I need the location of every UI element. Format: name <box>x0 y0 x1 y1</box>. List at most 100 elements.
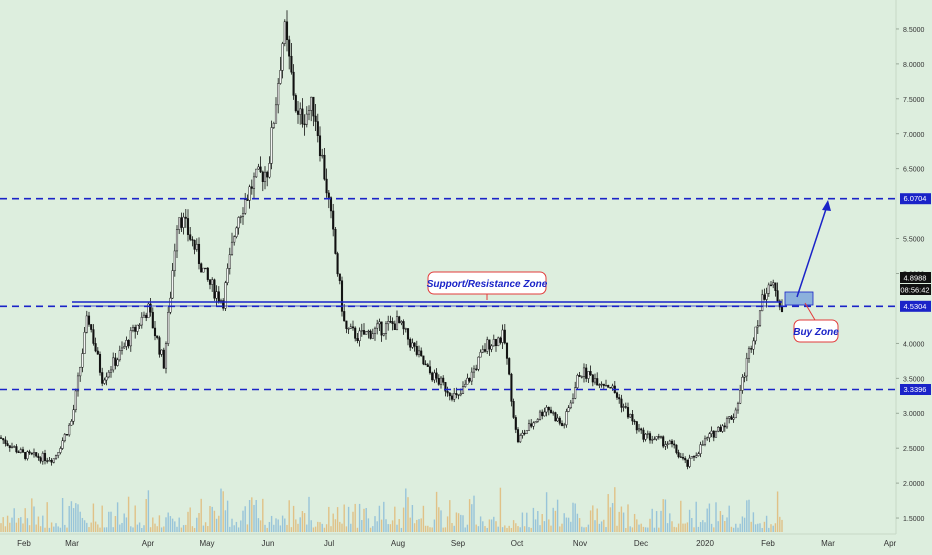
volume-bar <box>420 518 422 532</box>
candle-body <box>492 339 495 347</box>
candle-body <box>316 121 319 137</box>
volume-bar <box>310 520 312 532</box>
volume-bar <box>724 521 726 532</box>
volume-bar <box>726 517 728 532</box>
volume-bar <box>77 504 79 532</box>
volume-bar <box>750 521 752 532</box>
volume-bar <box>677 523 680 532</box>
volume-bar <box>176 526 178 532</box>
candle-body <box>356 338 359 341</box>
candle-body <box>554 412 557 422</box>
candle-body <box>332 210 335 230</box>
candle-body <box>637 428 641 431</box>
level-price-label: 6.0704 <box>904 194 927 203</box>
volume-bar <box>372 526 374 532</box>
volume-bar <box>609 507 612 532</box>
candle-body <box>446 390 449 394</box>
candle-body <box>149 303 152 313</box>
volume-bar <box>493 516 495 532</box>
volume-bar <box>587 524 590 532</box>
candle-body <box>622 406 625 408</box>
volume-bar <box>48 527 51 532</box>
price-axis-level-tags: 6.0704 4.5304 3.3396 <box>900 193 931 395</box>
candle-body <box>26 451 29 459</box>
time-axis[interactable]: Feb Mar Apr May Jun Jul Aug Sep Oct Nov Dec 2020 Feb… <box>0 533 897 548</box>
candle-body <box>497 337 500 347</box>
volume-bar <box>730 526 733 532</box>
price-axis[interactable]: 8.50008.00007.50007.00006.50005.50005.00… <box>895 0 932 534</box>
candle-body <box>215 291 218 299</box>
candle-body <box>41 453 44 462</box>
candle-body <box>765 293 768 300</box>
candle-body <box>472 368 476 373</box>
projection-arrow-line[interactable] <box>796 205 828 298</box>
candle-body <box>230 241 234 255</box>
candle-body <box>79 367 82 377</box>
drawings[interactable] <box>72 200 831 321</box>
candle-body <box>508 358 511 375</box>
volume-bar <box>473 495 475 532</box>
volume-bar <box>620 506 623 532</box>
volume-bar <box>332 513 334 532</box>
candle-body <box>609 387 612 389</box>
candle-body <box>321 154 324 157</box>
candle-body <box>767 284 770 294</box>
candle-body <box>292 71 295 96</box>
volume-bar <box>457 513 460 532</box>
volume-bar <box>482 521 484 532</box>
candle-body <box>329 197 333 212</box>
candle-body <box>409 338 412 348</box>
volume-bar <box>57 526 59 532</box>
volume-bar <box>354 503 356 532</box>
candle-body <box>303 123 306 126</box>
volume-bar <box>358 503 361 532</box>
volume-bar <box>233 525 235 532</box>
candle-body <box>701 444 704 446</box>
candle-body <box>134 327 137 332</box>
candle-body <box>285 21 289 41</box>
candle-body <box>175 229 179 252</box>
candle-body <box>596 378 599 386</box>
candle-body <box>114 357 117 366</box>
volume-bar <box>301 511 304 532</box>
candle-body <box>743 375 746 378</box>
candle-body <box>195 243 198 250</box>
volume-bar <box>163 526 165 532</box>
buy-zone-callout[interactable]: Buy Zone <box>793 319 839 343</box>
candle-body <box>105 376 108 381</box>
volume-bar <box>306 524 308 532</box>
candle-body <box>362 330 366 335</box>
candle-body <box>72 409 75 422</box>
candle-body <box>745 357 748 377</box>
volume-bar <box>559 526 561 532</box>
candle-body <box>708 433 711 438</box>
volume-bar <box>37 516 40 532</box>
volume-bar <box>409 517 411 532</box>
candle-body <box>382 333 385 336</box>
volume-bar <box>495 521 497 532</box>
candle-body <box>393 323 396 331</box>
candle-body <box>703 438 707 445</box>
volume-bar <box>303 513 306 532</box>
volume-bar <box>644 527 647 532</box>
buy-zone-box[interactable] <box>784 291 814 306</box>
candle-body <box>178 217 181 230</box>
candle-body <box>512 401 515 418</box>
volume-bar <box>92 503 95 532</box>
candle-body <box>314 115 317 122</box>
volume-bar <box>226 500 229 532</box>
volume-bar <box>130 526 132 532</box>
time-axis-ticks: Feb Mar Apr May Jun Jul Aug Sep Oct Nov Dec 2020 Feb… <box>17 539 896 548</box>
candle-body <box>391 321 394 325</box>
volume-bar <box>616 525 618 532</box>
volume-bar <box>134 505 136 532</box>
candle-body <box>237 217 240 229</box>
candle-body <box>565 411 568 426</box>
candle-body <box>692 456 696 458</box>
volume-bar <box>684 523 686 532</box>
candle-body <box>125 339 128 347</box>
candle-body <box>252 176 256 189</box>
support-resistance-callout[interactable]: Support/Resistance Zone <box>427 271 548 295</box>
